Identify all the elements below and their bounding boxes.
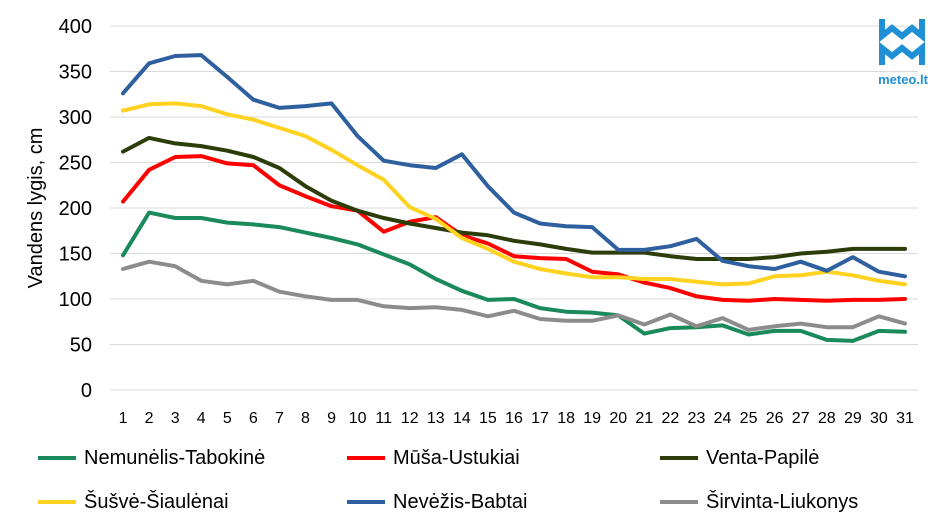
x-tick-label: 8: [301, 410, 310, 427]
x-tick-label: 3: [171, 410, 180, 427]
legend-item: Nemunėlis-Tabokinė: [38, 443, 265, 473]
x-tick-label: 29: [844, 410, 862, 427]
x-tick-label: 24: [714, 410, 732, 427]
x-tick-label: 19: [583, 410, 601, 427]
legend-swatch: [38, 500, 76, 504]
x-tick-label: 28: [818, 410, 836, 427]
x-tick-label: 2: [145, 410, 154, 427]
x-tick-label: 21: [635, 410, 653, 427]
y-axis-label: Vandens lygis, cm: [25, 128, 47, 289]
legend-swatch: [347, 456, 385, 460]
legend-item: Venta-Papilė: [660, 443, 819, 473]
legend-label: Nemunėlis-Tabokinė: [84, 446, 266, 469]
legend-item: Nevėžis-Babtai: [347, 487, 528, 517]
series-line: [121, 154, 907, 303]
x-tick-label: 5: [223, 410, 232, 427]
y-tick-label: 200: [59, 198, 92, 220]
series-line: [121, 101, 907, 287]
meteo-logo: meteo.lt: [872, 14, 934, 94]
x-tick-label: 25: [740, 410, 758, 427]
y-tick-label: 150: [59, 244, 92, 266]
x-tick-label: 15: [479, 410, 497, 427]
legend: Nemunėlis-Tabokinė Mūša-Ustukiai Venta-P…: [0, 440, 945, 532]
legend-label: Venta-Papilė: [706, 446, 820, 469]
series-line: [121, 210, 907, 343]
x-tick-label: 26: [766, 410, 784, 427]
legend-swatch: [660, 456, 698, 460]
x-tick-label: 1: [119, 410, 128, 427]
x-tick-label: 6: [249, 410, 258, 427]
x-tick-label: 31: [896, 410, 914, 427]
x-tick-label: 14: [453, 410, 471, 427]
series-line: [121, 135, 907, 261]
y-tick-label: 50: [70, 335, 92, 357]
logo-text: meteo.lt: [878, 72, 928, 87]
legend-item: Širvinta-Liukonys: [660, 487, 858, 517]
x-tick-label: 16: [505, 410, 523, 427]
series-line: [121, 259, 907, 332]
x-tick-label: 18: [557, 410, 575, 427]
x-tick-label: 22: [661, 410, 679, 427]
y-tick-label: 0: [81, 380, 92, 402]
legend-item: Mūša-Ustukiai: [347, 443, 520, 473]
series-line: [121, 53, 907, 279]
y-tick-label: 250: [59, 153, 92, 175]
x-tick-label: 27: [792, 410, 810, 427]
legend-swatch: [660, 500, 698, 504]
wave-logo-icon: [879, 19, 925, 65]
x-tick-label: 20: [609, 410, 627, 427]
legend-label: Nevėžis-Babtai: [393, 490, 528, 513]
legend-label: Širvinta-Liukonys: [706, 490, 859, 513]
x-tick-label: 10: [349, 410, 367, 427]
legend-label: Mūša-Ustukiai: [393, 446, 520, 469]
legend-swatch: [347, 500, 385, 504]
x-tick-label: 13: [427, 410, 445, 427]
x-tick-label: 7: [275, 410, 284, 427]
y-tick-label: 300: [59, 107, 92, 129]
x-tick-label: 17: [531, 410, 549, 427]
x-tick-label: 12: [401, 410, 419, 427]
x-tick-label: 4: [197, 410, 206, 427]
y-tick-label: 400: [59, 16, 92, 38]
x-tick-label: 23: [688, 410, 706, 427]
legend-swatch: [38, 456, 76, 460]
y-tick-label: 350: [59, 62, 92, 84]
x-tick-label: 30: [870, 410, 888, 427]
legend-label: Šušvė-Šiaulėnai: [84, 490, 229, 513]
x-tick-label: 11: [375, 410, 392, 427]
x-tick-label: 9: [327, 410, 336, 427]
legend-item: Šušvė-Šiaulėnai: [38, 487, 229, 517]
y-tick-label: 100: [59, 289, 92, 311]
